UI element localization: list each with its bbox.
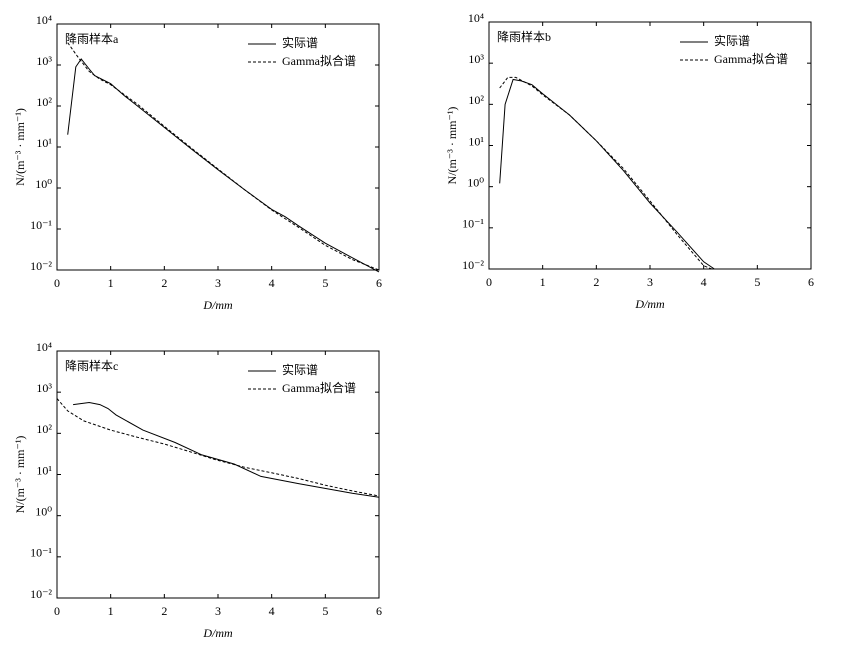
y-tick-label: 10² (468, 93, 484, 107)
y-tick-label: 10⁻² (462, 258, 484, 272)
x-tick-label: 0 (486, 275, 492, 289)
y-tick-label: 10⁻² (30, 587, 52, 601)
y-axis-label: N/(m⁻³ · mm⁻¹) (13, 436, 27, 514)
series-line (73, 401, 380, 498)
legend-label: 实际谱 (282, 35, 318, 50)
subplot: 0 1 2 3 4 5 6 10⁻² 10⁻¹ 10⁰ 10¹ 10² 10³ 10⁴ D/mm N/(m⁻³… (13, 340, 382, 640)
x-tick-label: 6 (376, 604, 382, 618)
panel-label: 降雨样本c (65, 358, 118, 373)
x-tick-label: 2 (161, 604, 167, 618)
y-tick-label: 10⁴ (468, 11, 484, 25)
x-tick-label: 3 (647, 275, 653, 289)
y-tick-label: 10⁴ (36, 13, 52, 27)
y-tick-label: 10¹ (468, 134, 484, 148)
x-tick-label: 6 (376, 276, 382, 290)
x-axis-label: D/mm (202, 298, 233, 312)
y-tick-label: 10⁰ (467, 175, 484, 189)
x-tick-label: 1 (540, 275, 546, 289)
series-line (67, 58, 380, 273)
x-tick-label: 1 (108, 604, 114, 618)
y-tick-label: 10² (36, 95, 52, 109)
x-tick-label: 6 (808, 275, 814, 289)
y-axis-label: N/(m⁻³ · mm⁻¹) (445, 107, 459, 185)
series-line (67, 42, 380, 271)
y-tick-label: 10³ (468, 52, 484, 66)
x-tick-label: 1 (108, 276, 114, 290)
x-tick-label: 2 (593, 275, 599, 289)
y-tick-label: 10² (36, 422, 52, 436)
y-tick-label: 10⁰ (35, 177, 52, 191)
y-tick-label: 10⁻¹ (30, 218, 52, 232)
y-tick-label: 10¹ (36, 463, 52, 477)
y-tick-label: 10³ (36, 381, 52, 395)
x-tick-label: 3 (215, 604, 221, 618)
y-tick-label: 10⁻² (30, 259, 52, 273)
legend-label: Gamma拟合谱 (282, 53, 356, 68)
y-tick-label: 10¹ (36, 136, 52, 150)
x-tick-label: 5 (322, 276, 328, 290)
y-tick-label: 10⁴ (36, 340, 52, 354)
x-tick-label: 0 (54, 604, 60, 618)
x-axis-label: D/mm (634, 297, 665, 311)
subplot: 0 1 2 3 4 5 6 10⁻² 10⁻¹ 10⁰ 10¹ 10² 10³ 10⁴ D/mm N/(m⁻³… (13, 13, 382, 312)
y-axis-label: N/(m⁻³ · mm⁻¹) (13, 108, 27, 186)
y-tick-label: 10⁻¹ (30, 546, 52, 560)
x-tick-label: 4 (269, 276, 275, 290)
x-tick-label: 3 (215, 276, 221, 290)
x-tick-label: 0 (54, 276, 60, 290)
x-tick-label: 2 (161, 276, 167, 290)
y-tick-label: 10⁻¹ (462, 217, 484, 231)
y-tick-label: 10³ (36, 54, 52, 68)
panel-label: 降雨样本b (497, 29, 551, 44)
y-tick-label: 10⁰ (35, 504, 52, 518)
x-tick-label: 5 (322, 604, 328, 618)
x-axis-label: D/mm (202, 626, 233, 640)
x-tick-label: 4 (269, 604, 275, 618)
legend-label: 实际谱 (714, 33, 750, 48)
x-tick-label: 5 (754, 275, 760, 289)
x-tick-label: 4 (701, 275, 707, 289)
legend-label: Gamma拟合谱 (282, 380, 356, 395)
legend-label: Gamma拟合谱 (714, 51, 788, 66)
subplot: 0 1 2 3 4 5 6 10⁻² 10⁻¹ 10⁰ 10¹ 10² 10³ 10⁴ D/mm N/(m⁻³… (445, 11, 814, 311)
series-line (499, 76, 712, 270)
panel-label: 降雨样本a (65, 31, 119, 46)
series-line (56, 398, 380, 497)
legend-label: 实际谱 (282, 362, 318, 377)
